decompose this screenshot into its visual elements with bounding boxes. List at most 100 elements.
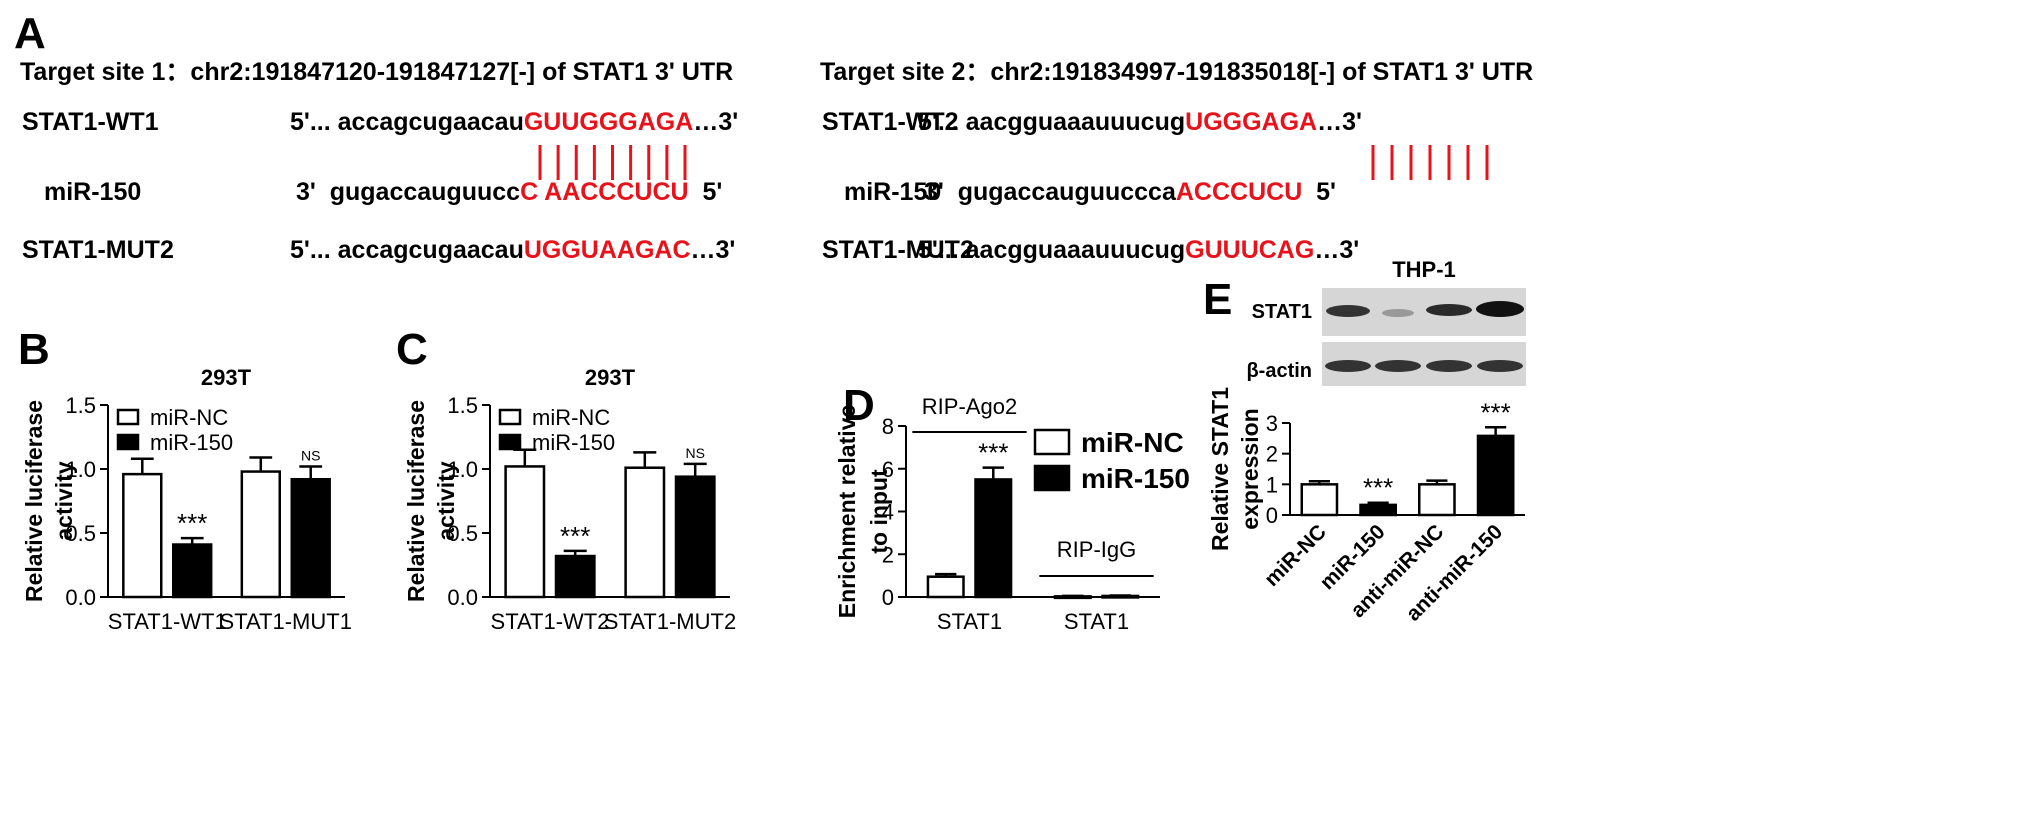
y-tick-label: 0: [882, 585, 894, 610]
row-name: STAT1-MUT2: [22, 236, 174, 264]
blot-band: [1382, 309, 1414, 317]
legend-label: miR-150: [1081, 463, 1190, 494]
legend-label: miR-150: [150, 430, 233, 455]
y-tick-label: 0.0: [447, 585, 478, 610]
group-label: RIP-IgG: [1057, 537, 1136, 562]
y-tick-label: 6: [882, 457, 894, 482]
sequence-site: GUUUCAG: [1185, 236, 1314, 264]
legend-swatch: [1033, 428, 1071, 456]
panel-label: D: [843, 381, 875, 430]
sequence-flank: 5'... accagcugaacau: [290, 108, 524, 136]
bar: [1101, 594, 1140, 599]
legend-swatch: [498, 433, 522, 451]
row-name: STAT1-WT2: [822, 108, 959, 136]
y-axis-label: activity: [433, 461, 459, 540]
y-tick-label: 1.5: [65, 393, 96, 418]
y-axis-label: Relative luciferase: [21, 400, 47, 602]
sequence-flank: …3': [1314, 236, 1359, 264]
significance-label: NS: [301, 447, 320, 463]
y-axis-label: to input: [866, 469, 892, 554]
bar: [240, 470, 281, 599]
y-axis-label: Relative luciferase: [403, 400, 429, 602]
bar: [554, 554, 596, 599]
x-tick-label: STAT1-WT1: [108, 609, 227, 634]
blot-band: [1326, 305, 1370, 317]
sequence: 5'... aacgguaaauuucugUGGGAGA…3': [918, 108, 1362, 136]
sequence: 3' gugaccauguuccC AACCCUCU 5': [296, 178, 722, 206]
sequence-flank: 5': [689, 178, 723, 206]
legend-label: miR-150: [532, 430, 615, 455]
bar: [1418, 483, 1456, 517]
y-tick-label: 0.5: [447, 521, 478, 546]
sequence-flank: 5': [1302, 178, 1336, 206]
blot-label: STAT1: [1252, 301, 1312, 323]
sequence-site: UGGUAAGAC: [524, 236, 691, 264]
site-title: Target site 2：chr2:191834997-191835018[-…: [820, 58, 1533, 86]
row-name: miR-150: [44, 178, 141, 206]
y-tick-label: 1.0: [65, 457, 96, 482]
y-tick-label: 0: [1266, 503, 1278, 528]
panel-label: C: [396, 325, 428, 374]
blot-band: [1426, 360, 1472, 372]
y-tick-label: 3: [1266, 411, 1278, 436]
y-axis-label: Relative STAT1: [1207, 387, 1233, 551]
sequence-flank: 5'... aacgguaaauuucug: [918, 236, 1185, 264]
chart-title: 293T: [585, 365, 636, 390]
panel-label: E: [1203, 275, 1232, 324]
bar: [674, 475, 716, 599]
y-tick-label: 0.5: [65, 521, 96, 546]
y-tick-label: 4: [882, 500, 894, 525]
significance-label: ***: [560, 521, 590, 551]
bar: [122, 472, 163, 599]
bar: [926, 575, 965, 599]
sequence-site: GUUGGGAGA: [524, 108, 693, 136]
chart-title: THP-1: [1392, 257, 1456, 282]
sequence: 3' gugaccauguucccaACCCUCU 5': [924, 178, 1336, 206]
bar: [1476, 434, 1515, 517]
sequence-flank: 3' gugaccauguuccca: [924, 178, 1177, 206]
x-tick-label: STAT1-MUT2: [604, 609, 736, 634]
significance-label: ***: [1363, 473, 1393, 503]
bar: [1300, 483, 1339, 517]
bar: [1053, 595, 1092, 600]
y-tick-label: 1.5: [447, 393, 478, 418]
row-name: miR-150: [844, 178, 941, 206]
bar: [290, 477, 331, 599]
x-tick-label: STAT1: [1064, 609, 1129, 634]
panel-label: B: [18, 325, 50, 374]
legend-swatch: [1033, 464, 1071, 492]
bar: [974, 478, 1013, 599]
sequence: 5'... accagcugaacauGUUGGGAGA…3': [290, 108, 738, 136]
sequence-site: ACCCUCU: [1176, 178, 1302, 206]
y-tick-label: 1.0: [447, 457, 478, 482]
legend-label: miR-NC: [150, 405, 228, 430]
bar: [624, 466, 666, 599]
sequence-flank: …3': [691, 236, 736, 264]
row-name: STAT1-WT1: [22, 108, 159, 136]
sequence-site: C AACCCUCU: [520, 178, 689, 206]
y-tick-label: 8: [882, 414, 894, 439]
legend-swatch: [116, 408, 140, 426]
blot-band: [1375, 360, 1421, 372]
y-tick-label: 1: [1266, 472, 1278, 497]
y-axis-label: expression: [1237, 408, 1263, 529]
sequence-flank: 3' gugaccauguucc: [296, 178, 520, 206]
sequence-flank: 5'... accagcugaacau: [290, 236, 524, 264]
significance-label: ***: [177, 508, 207, 538]
x-tick-label: STAT1: [937, 609, 1002, 634]
y-tick-label: 0.0: [65, 585, 96, 610]
x-tick-label: STAT1-WT2: [491, 609, 610, 634]
blot-band: [1476, 301, 1524, 317]
legend-label: miR-NC: [1081, 427, 1184, 458]
blot-band: [1325, 360, 1371, 372]
bar: [504, 465, 546, 599]
legend-swatch: [116, 433, 140, 451]
significance-label: ***: [978, 438, 1008, 468]
y-tick-label: 2: [882, 542, 894, 567]
panel-label: A: [14, 9, 46, 58]
blot-label: β-actin: [1246, 360, 1312, 382]
y-tick-label: 2: [1266, 442, 1278, 467]
bar: [1359, 503, 1397, 517]
bar: [172, 543, 213, 599]
